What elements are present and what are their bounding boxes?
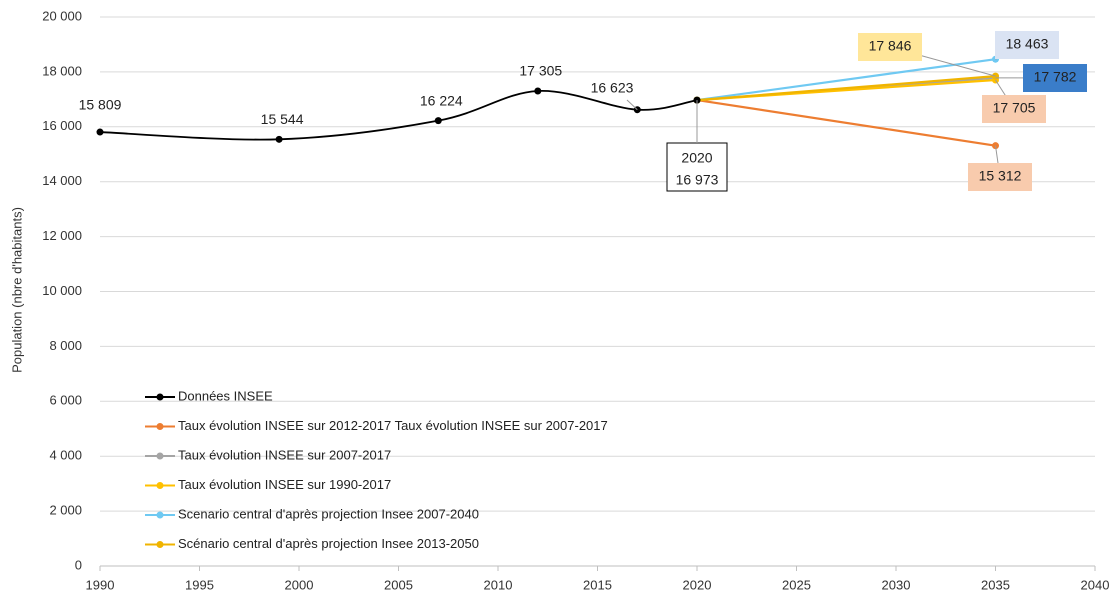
data-label: 15 312 xyxy=(979,168,1022,184)
data-point xyxy=(96,128,104,136)
legend-marker xyxy=(156,393,164,401)
series-line xyxy=(99,90,698,141)
label-box xyxy=(858,33,922,61)
data-label: 18 463 xyxy=(1006,36,1049,52)
y-tick-label: 18 000 xyxy=(42,63,82,78)
leader-line xyxy=(626,99,638,111)
x-tick-label: 2035 xyxy=(981,577,1010,592)
y-tick-label: 16 000 xyxy=(42,118,82,133)
x-tick-label: 2020 xyxy=(683,577,712,592)
legend-label: Scenario central d'après projection Inse… xyxy=(178,506,479,521)
x-tick-label: 2015 xyxy=(583,577,612,592)
x-tick-label: 2030 xyxy=(882,577,911,592)
data-label: 17 782 xyxy=(1034,69,1077,85)
x-tick-label: 2040 xyxy=(1081,577,1110,592)
x-tick-label: 2005 xyxy=(384,577,413,592)
y-tick-label: 6 000 xyxy=(49,393,82,408)
y-tick-label: 14 000 xyxy=(42,173,82,188)
x-tick-label: 2000 xyxy=(285,577,314,592)
label-box xyxy=(982,95,1046,123)
data-label: 17 705 xyxy=(993,100,1036,116)
data-label: 16 224 xyxy=(420,92,463,108)
legend-label: Taux évolution INSEE sur 1990-2017 xyxy=(178,477,391,492)
legend-marker xyxy=(156,541,164,548)
data-label: 17 846 xyxy=(869,38,912,54)
data-label: 17 305 xyxy=(519,63,562,79)
legend-label: Scénario central d'après projection Inse… xyxy=(178,536,479,551)
annotation-box xyxy=(666,142,728,192)
legend-marker xyxy=(156,452,164,460)
data-point xyxy=(534,87,542,95)
y-tick-label: 2 000 xyxy=(49,503,82,518)
label-box xyxy=(968,163,1032,191)
y-tick-label: 8 000 xyxy=(49,338,82,353)
legend-marker xyxy=(156,511,164,519)
label-box xyxy=(995,31,1059,59)
x-tick-label: 1995 xyxy=(185,577,214,592)
x-tick-label: 1990 xyxy=(86,577,115,592)
label-box xyxy=(1023,64,1087,92)
annotation: 2020 xyxy=(681,150,712,166)
y-tick-label: 4 000 xyxy=(49,448,82,463)
legend-label: Données INSEE xyxy=(178,388,273,403)
y-tick-label: 0 xyxy=(75,557,82,572)
y-tick-label: 20 000 xyxy=(42,8,82,23)
data-label: 16 623 xyxy=(591,80,634,96)
legend-label: Taux évolution INSEE sur 2012-2017 Taux … xyxy=(178,418,608,433)
y-tick-label: 12 000 xyxy=(42,228,82,243)
y-tick-label: 10 000 xyxy=(42,283,82,298)
x-tick-label: 2025 xyxy=(782,577,811,592)
series-line xyxy=(696,58,996,102)
legend-label: Taux évolution INSEE sur 2007-2017 xyxy=(178,447,391,462)
data-point xyxy=(275,135,283,143)
data-label: 16 973 xyxy=(676,172,719,188)
y-axis-label: Population (nbre d'habitants) xyxy=(9,207,24,373)
series-line xyxy=(696,99,996,147)
legend-marker xyxy=(156,423,164,430)
x-tick-label: 2010 xyxy=(484,577,513,592)
legend-marker xyxy=(156,482,164,489)
data-label: 15 544 xyxy=(261,111,304,127)
data-label: 15 809 xyxy=(79,97,122,113)
data-point xyxy=(434,117,442,125)
series-line xyxy=(696,75,996,102)
